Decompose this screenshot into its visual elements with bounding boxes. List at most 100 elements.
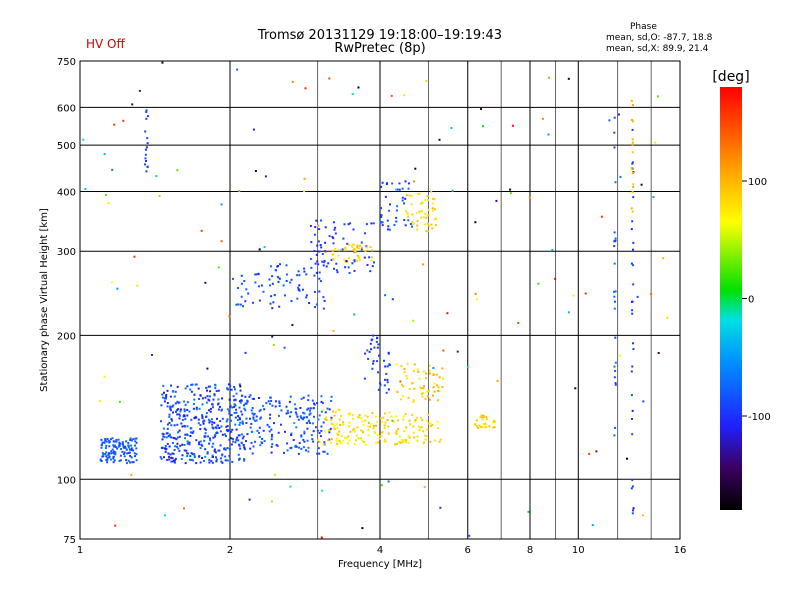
echo-point (432, 197, 435, 200)
echo-point (631, 365, 634, 368)
echo-point (630, 370, 633, 373)
echo-point (245, 422, 248, 424)
echo-point (402, 440, 405, 443)
echo-point (360, 429, 363, 432)
echo-point (360, 417, 362, 420)
echo-point (314, 262, 317, 265)
echo-point (160, 420, 162, 423)
echo-point (227, 388, 229, 391)
echo-point (332, 410, 335, 413)
echo-point (336, 437, 339, 440)
echo-point (273, 294, 276, 297)
echo-point (160, 457, 163, 460)
echo-point (395, 209, 398, 212)
echo-point (432, 394, 434, 397)
echo-point (312, 430, 315, 433)
echo-point (106, 461, 109, 464)
echo-point (245, 402, 248, 405)
echo-point (356, 246, 359, 249)
echo-point (255, 415, 258, 418)
echo-point (270, 451, 273, 454)
echo-point (110, 450, 113, 453)
echo-point (305, 273, 308, 276)
echo-point (438, 138, 441, 141)
echo-point (193, 398, 196, 401)
echo-point (398, 188, 401, 191)
echo-point (432, 202, 435, 205)
echo-point (400, 383, 403, 386)
echo-point (276, 275, 279, 278)
echo-point (239, 418, 241, 421)
echo-point (161, 61, 164, 64)
echo-point (358, 256, 361, 259)
echo-point (323, 441, 326, 444)
echo-point (337, 433, 340, 436)
echo-point (168, 445, 171, 448)
echo-point (242, 305, 244, 308)
echo-point (144, 163, 146, 166)
echo-point (317, 439, 320, 442)
echo-point (199, 424, 202, 426)
echo-point (186, 425, 189, 428)
echo-point (402, 418, 405, 421)
echo-point (199, 447, 202, 450)
echo-point (293, 403, 296, 406)
echo-point (176, 436, 179, 439)
echo-point (185, 449, 188, 452)
echo-point (296, 274, 299, 277)
echo-point (161, 438, 164, 441)
echo-point (321, 489, 324, 492)
echo-point (199, 394, 202, 397)
echo-point (274, 268, 277, 271)
echo-point (251, 412, 254, 415)
echo-point (168, 458, 171, 461)
echo-point (104, 438, 107, 441)
echo-point (255, 273, 258, 276)
echo-point (380, 216, 383, 218)
echo-point (220, 203, 223, 206)
echo-point (319, 441, 322, 444)
echo-point (355, 434, 358, 437)
echo-point (323, 299, 326, 302)
echo-point (320, 395, 323, 398)
echo-point (379, 384, 382, 386)
echo-point (482, 423, 485, 425)
echo-point (193, 403, 195, 405)
echo-point (416, 435, 419, 438)
echo-point (426, 428, 429, 431)
echo-point (337, 430, 340, 433)
echo-point (225, 429, 228, 431)
echo-point (184, 433, 187, 436)
echo-point (291, 324, 294, 326)
echo-point (261, 437, 264, 440)
echo-point (186, 440, 189, 443)
echo-point (224, 448, 227, 451)
echo-point (429, 422, 432, 425)
echo-point (424, 198, 427, 201)
echo-point (183, 410, 186, 413)
echo-point (613, 131, 616, 134)
echo-point (293, 422, 296, 424)
echo-point (482, 414, 485, 417)
echo-point (243, 446, 246, 449)
echo-point (642, 400, 645, 403)
echo-point (630, 167, 633, 169)
echo-point (224, 459, 227, 462)
echo-point (403, 371, 406, 373)
echo-point (195, 408, 198, 411)
echo-point (191, 453, 194, 456)
echo-point (286, 449, 289, 452)
echo-point (432, 372, 435, 375)
echo-point (290, 278, 293, 281)
echo-point (211, 423, 214, 426)
echo-point (352, 428, 354, 431)
echo-point (207, 398, 210, 401)
echo-point (401, 196, 404, 199)
echo-point (172, 411, 174, 414)
echo-point (271, 275, 274, 278)
echo-point (213, 450, 216, 453)
colorbar-tick-label: 100 (748, 177, 767, 188)
echo-point (353, 443, 356, 446)
echo-point (421, 392, 423, 395)
echo-point (171, 460, 174, 463)
